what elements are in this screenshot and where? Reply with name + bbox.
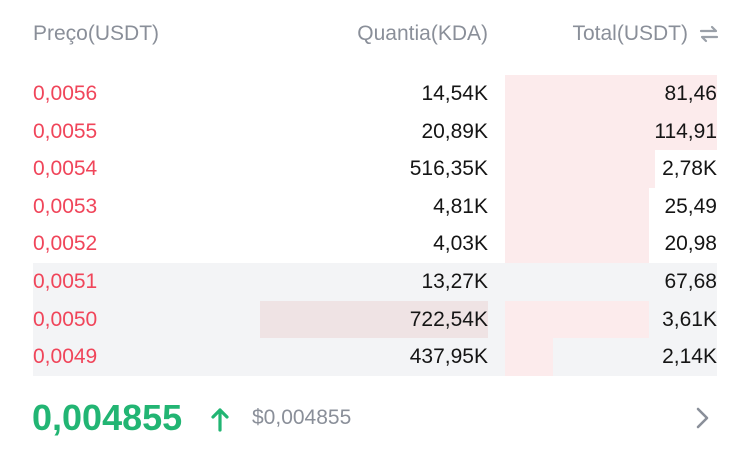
total-depth-bar <box>505 225 649 263</box>
price-column-header: Preço(USDT) <box>33 22 160 45</box>
last-price-bar[interactable]: 0,004855 $0,004855 <box>0 390 750 446</box>
ask-total: 114,91 <box>654 119 717 143</box>
ask-price: 0,0051 <box>33 270 98 293</box>
ask-row[interactable]: 0,0049 437,95K 2,14K <box>0 338 750 376</box>
total-depth-bar <box>505 300 649 339</box>
ask-total: 25,49 <box>664 194 717 218</box>
ask-total: 67,68 <box>664 270 717 293</box>
ask-row[interactable]: 0,0056 14,54K 81,46 <box>0 75 750 113</box>
order-book-header: Preço(USDT) Quantia(KDA) Total(USDT) <box>0 0 750 70</box>
swap-arrows-icon[interactable] <box>698 22 720 46</box>
total-depth-bar <box>505 112 717 151</box>
ask-price: 0,0054 <box>33 157 98 181</box>
usd-equivalent-price: $0,004855 <box>252 406 352 429</box>
quantity-column-header: Quantia(KDA) <box>357 22 488 45</box>
arrow-up-icon <box>211 408 229 432</box>
ask-quantity: 14,54K <box>421 82 488 105</box>
ask-quantity: 516,35K <box>409 157 488 181</box>
quantity-depth-bar <box>260 300 488 339</box>
ask-quantity: 4,03K <box>433 232 488 256</box>
total-depth-bar <box>505 75 717 113</box>
row-highlight <box>33 338 717 376</box>
total-depth-bar <box>505 338 553 376</box>
last-price: 0,004855 <box>32 397 183 438</box>
ask-price: 0,0050 <box>33 307 98 331</box>
ask-row[interactable]: 0,0052 4,03K 20,98 <box>0 225 750 263</box>
ask-total: 2,14K <box>662 345 717 369</box>
chevron-right-icon[interactable] <box>692 404 712 432</box>
ask-row[interactable]: 0,0053 4,81K 25,49 <box>0 187 750 226</box>
ask-quantity: 722,54K <box>409 307 488 331</box>
ask-total: 20,98 <box>664 232 717 256</box>
ask-total: 81,46 <box>664 82 717 105</box>
ask-row[interactable]: 0,0055 20,89K 114,91 <box>0 112 750 151</box>
ask-row[interactable]: 0,0054 516,35K 2,78K <box>0 150 750 188</box>
ask-quantity: 13,27K <box>421 270 488 293</box>
ask-price: 0,0052 <box>33 232 98 256</box>
total-depth-bar <box>505 187 649 226</box>
ask-price: 0,0056 <box>33 82 98 105</box>
ask-row[interactable]: 0,0050 722,54K 3,61K <box>0 300 750 339</box>
ask-price: 0,0053 <box>33 194 98 218</box>
total-depth-bar <box>505 150 656 188</box>
ask-price: 0,0055 <box>33 119 98 143</box>
ask-total: 2,78K <box>662 157 717 181</box>
row-highlight <box>33 263 717 301</box>
ask-quantity: 4,81K <box>433 194 488 218</box>
ask-quantity: 20,89K <box>421 119 488 143</box>
total-column-header: Total(USDT) <box>572 22 688 45</box>
ask-total: 3,61K <box>662 307 717 331</box>
ask-row[interactable]: 0,0051 13,27K 67,68 <box>0 263 750 301</box>
ask-quantity: 437,95K <box>409 345 488 369</box>
ask-price: 0,0049 <box>33 345 98 369</box>
